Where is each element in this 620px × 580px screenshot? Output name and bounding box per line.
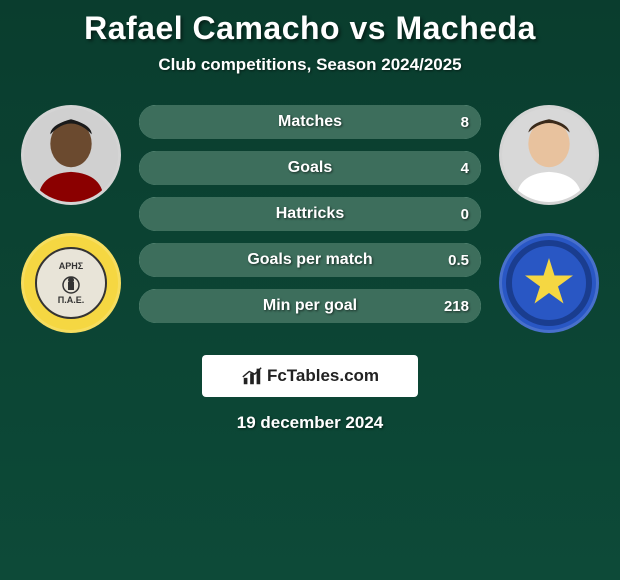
stat-value-right: 4 (461, 151, 469, 185)
stat-label: Min per goal (139, 289, 481, 323)
comparison-row: ΑΡΗΣ Π.Α.Ε. Matches8 Goals4 Hattricks0 Goal… (0, 105, 620, 333)
stat-value-right: 218 (444, 289, 469, 323)
person-icon (502, 108, 596, 202)
right-player-column (499, 105, 599, 333)
player-left-avatar[interactable] (21, 105, 121, 205)
stat-row: Min per goal218 (139, 289, 481, 323)
club-left-badge-inner: ΑΡΗΣ Π.Α.Ε. (35, 247, 107, 319)
page-title: Rafael Camacho vs Macheda (0, 10, 620, 47)
club-left-badge[interactable]: ΑΡΗΣ Π.Α.Ε. (21, 233, 121, 333)
stat-row: Goals4 (139, 151, 481, 185)
stat-row: Goals per match0.5 (139, 243, 481, 277)
stat-row: Matches8 (139, 105, 481, 139)
stats-column: Matches8Goals4Hattricks0Goals per match0… (139, 105, 481, 323)
club-right-badge[interactable] (499, 233, 599, 333)
left-player-column: ΑΡΗΣ Π.Α.Ε. (21, 105, 121, 333)
stat-label: Goals per match (139, 243, 481, 277)
club-left-text-bot: Π.Α.Ε. (58, 295, 85, 305)
bar-chart-icon (241, 365, 263, 387)
date-text: 19 december 2024 (0, 413, 620, 433)
branding-text: FcTables.com (267, 366, 379, 386)
stat-label: Hattricks (139, 197, 481, 231)
branding-badge[interactable]: FcTables.com (202, 355, 418, 397)
player-right-avatar[interactable] (499, 105, 599, 205)
stat-value-right: 8 (461, 105, 469, 139)
page-subtitle: Club competitions, Season 2024/2025 (0, 55, 620, 75)
club-left-text-top: ΑΡΗΣ (59, 261, 83, 271)
stat-label: Goals (139, 151, 481, 185)
stat-value-right: 0 (461, 197, 469, 231)
stat-label: Matches (139, 105, 481, 139)
person-icon (24, 108, 118, 202)
stat-row: Hattricks0 (139, 197, 481, 231)
emblem-icon (54, 271, 88, 295)
stat-value-right: 0.5 (448, 243, 469, 277)
